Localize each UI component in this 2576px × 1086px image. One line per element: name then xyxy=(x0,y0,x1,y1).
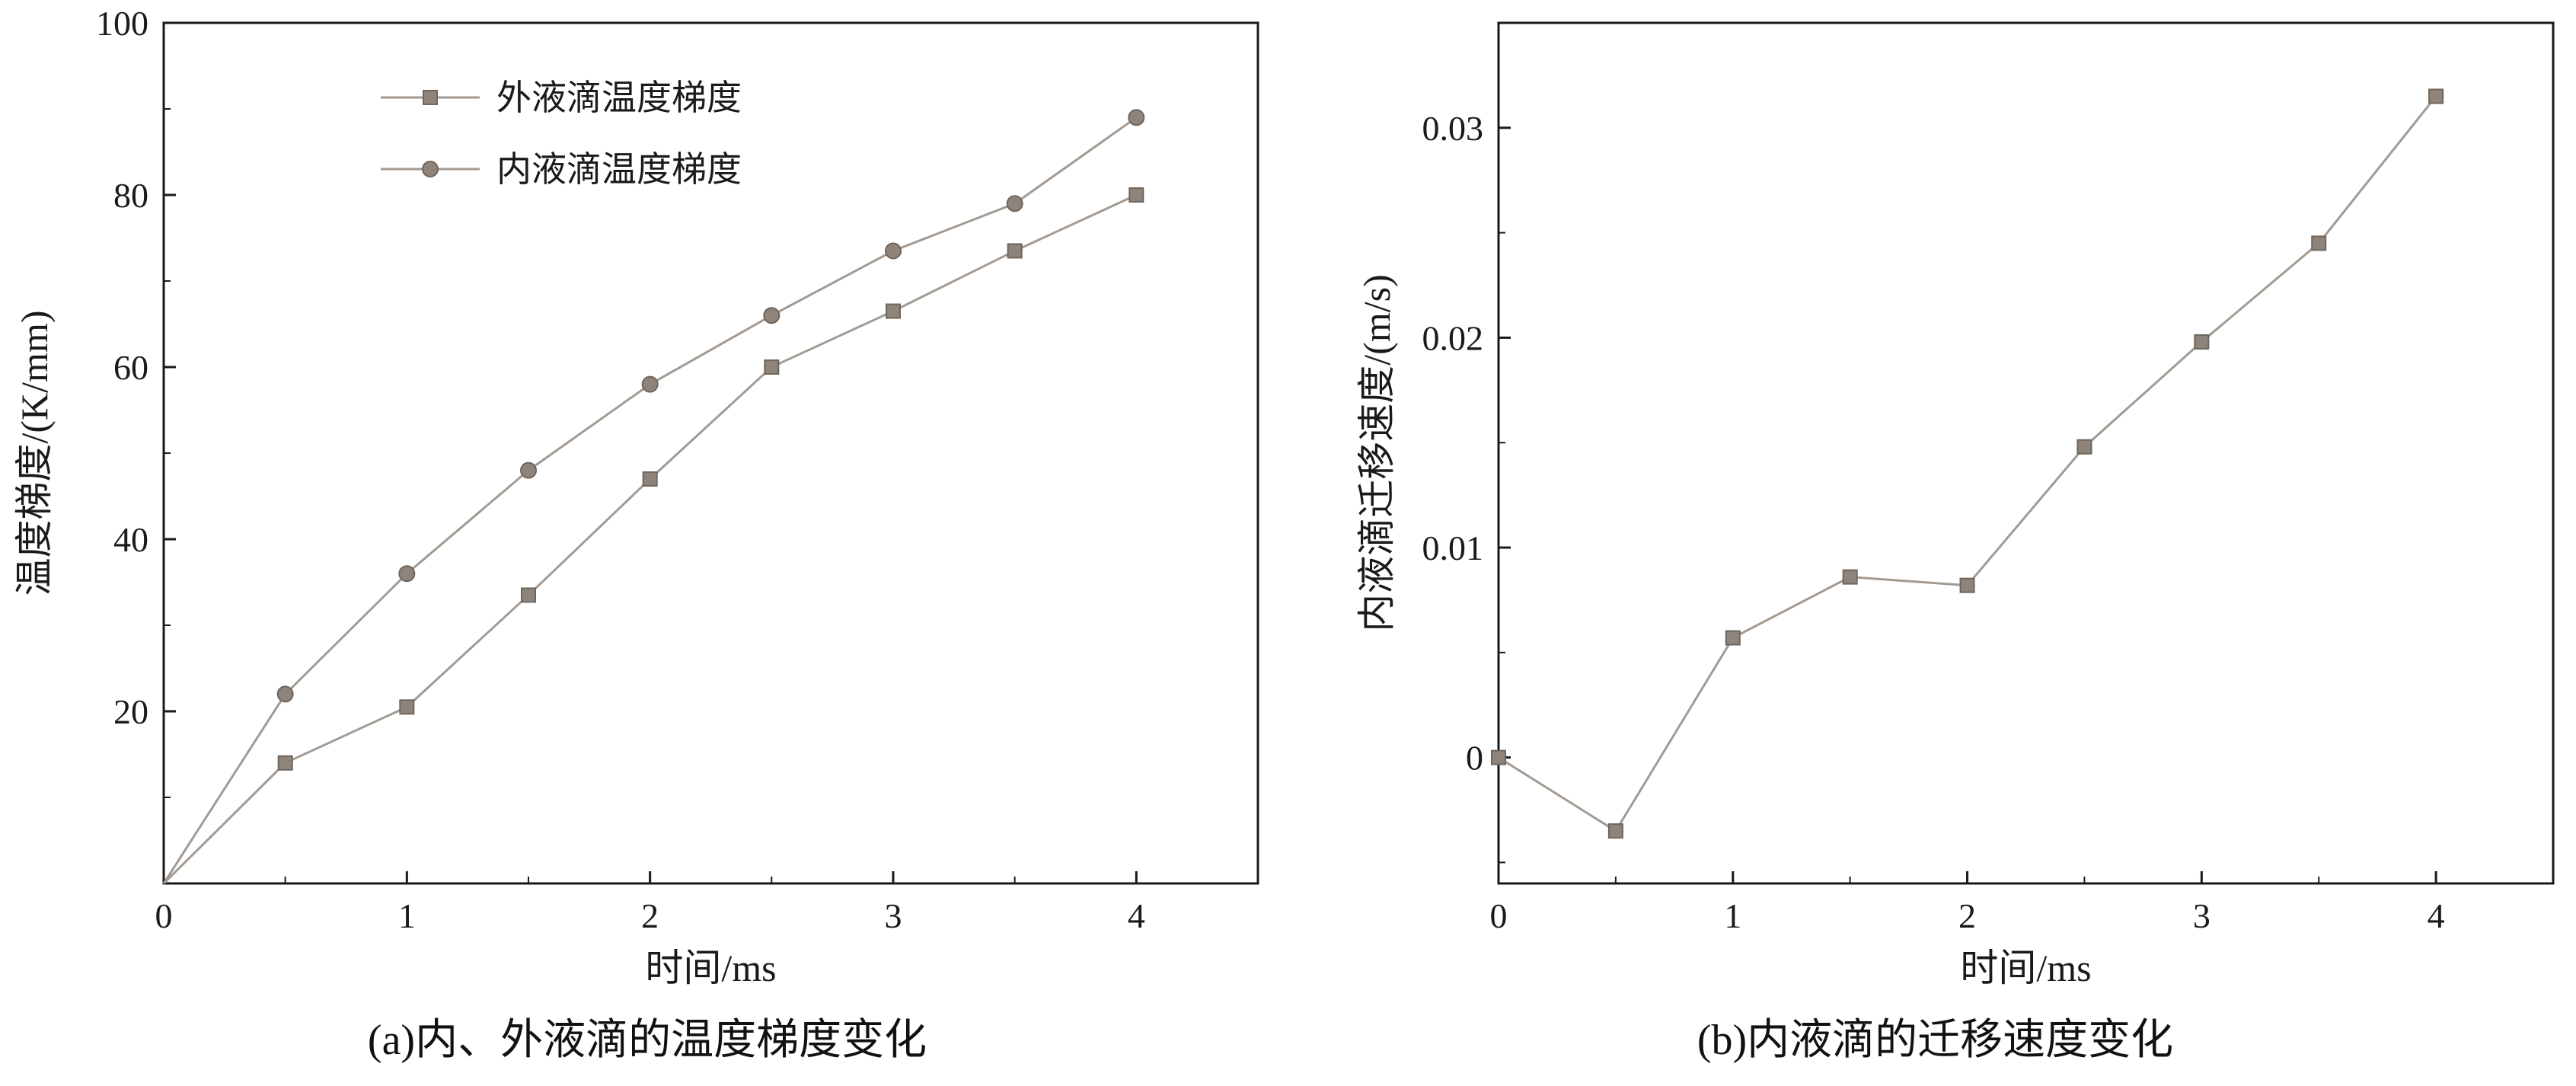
x-tick-label: 1 xyxy=(1724,896,1741,935)
circle-marker xyxy=(398,565,416,583)
y-tick-label: 40 xyxy=(113,520,148,559)
circle-marker xyxy=(1128,109,1145,126)
x-tick-label: 1 xyxy=(398,896,416,935)
series-line xyxy=(1498,95,2437,832)
y-axis-label: 内液滴迁移速度/(m/s) xyxy=(1355,274,1398,631)
chart-a-plot: 0 1 2 3 4 20 40 60 80 100 时间/ms 温度梯度/(K/mm) 外液滴温度梯度内… xyxy=(0,0,1294,1013)
square-marker xyxy=(1725,630,1741,646)
square-marker xyxy=(642,471,658,487)
circle-marker xyxy=(641,375,659,393)
chart-b-plot: 0 1 2 3 4 0 0.01 0.02 0.03 时间/ms 内液滴迁移速度/(m/s) xyxy=(1294,0,2576,1013)
square-marker xyxy=(399,699,415,715)
square-marker xyxy=(886,303,901,319)
x-tick-label: 2 xyxy=(641,896,659,935)
y-axis: 20 40 60 80 100 xyxy=(96,4,176,798)
plot-frame xyxy=(1497,21,2555,885)
legend-label: 内液滴温度梯度 xyxy=(496,150,742,189)
y-tick-label: 0 xyxy=(1466,739,1483,778)
chart-b: 0 1 2 3 4 0 0.01 0.02 0.03 时间/ms 内液滴迁移速度/(m/s) (b)… xyxy=(1294,0,2576,1086)
x-axis-label: 时间/ms xyxy=(1960,947,2091,989)
x-tick-label: 0 xyxy=(155,896,173,935)
circle-marker xyxy=(1006,195,1023,212)
square-marker xyxy=(1007,243,1023,259)
series-0 xyxy=(162,187,1144,885)
circle-marker xyxy=(422,161,439,177)
y-tick-label: 20 xyxy=(113,692,148,731)
square-marker xyxy=(1842,569,1858,585)
square-marker xyxy=(2194,334,2210,350)
x-axis: 0 1 2 3 4 xyxy=(155,871,1145,935)
circle-marker xyxy=(276,685,294,703)
x-tick-label: 0 xyxy=(1490,896,1508,935)
x-tick-label: 3 xyxy=(2193,896,2211,935)
series-0 xyxy=(1491,88,2444,839)
series-1 xyxy=(162,109,1145,884)
y-tick-label: 0.01 xyxy=(1422,529,1484,567)
chart-b-caption: (b)内液滴的迁移速度变化 xyxy=(1697,1017,2174,1064)
y-tick-label: 60 xyxy=(113,348,148,387)
y-tick-label: 100 xyxy=(96,4,148,43)
x-tick-label: 4 xyxy=(2428,896,2445,935)
square-marker xyxy=(423,90,438,105)
y-axis-label: 温度梯度/(K/mm) xyxy=(13,311,56,596)
x-tick-label: 2 xyxy=(1958,896,1976,935)
square-marker xyxy=(1607,823,1623,839)
legend-label: 外液滴温度梯度 xyxy=(496,78,742,117)
x-tick-label: 3 xyxy=(885,896,902,935)
chart-a: 0 1 2 3 4 20 40 60 80 100 时间/ms 温度梯度/(K/mm) 外液滴温度梯度内… xyxy=(0,0,1294,1064)
square-marker xyxy=(1128,187,1144,203)
x-axis: 0 1 2 3 4 xyxy=(1490,871,2445,935)
square-marker xyxy=(2076,439,2092,455)
chart-svg: 0 1 2 3 4 0 0.01 0.02 0.03 时间/ms 内液滴迁移速度/(m/s) xyxy=(1355,21,2555,989)
circle-marker xyxy=(763,307,780,324)
y-tick-label: 80 xyxy=(113,176,148,215)
y-tick-label: 0.03 xyxy=(1422,109,1484,148)
x-axis-label: 时间/ms xyxy=(645,947,776,989)
chart-a-caption: (a)内、外液滴的温度梯度变化 xyxy=(367,1017,927,1064)
y-axis: 0 0.01 0.02 0.03 xyxy=(1422,22,1511,864)
circle-marker xyxy=(520,462,537,479)
y-tick-label: 0.02 xyxy=(1422,319,1484,358)
circle-marker xyxy=(885,242,902,260)
square-marker xyxy=(764,359,780,375)
square-marker xyxy=(2311,235,2327,251)
chart-svg: 0 1 2 3 4 20 40 60 80 100 时间/ms 温度梯度/(K/mm) 外液滴温度梯度内… xyxy=(13,4,1259,989)
series-line xyxy=(162,117,1138,884)
square-marker xyxy=(277,755,293,771)
x-tick-label: 4 xyxy=(1128,896,1145,935)
square-marker xyxy=(1491,749,1506,765)
square-marker xyxy=(1959,577,1975,593)
square-marker xyxy=(2428,88,2444,104)
square-marker xyxy=(521,587,536,603)
series-line xyxy=(162,193,1137,885)
